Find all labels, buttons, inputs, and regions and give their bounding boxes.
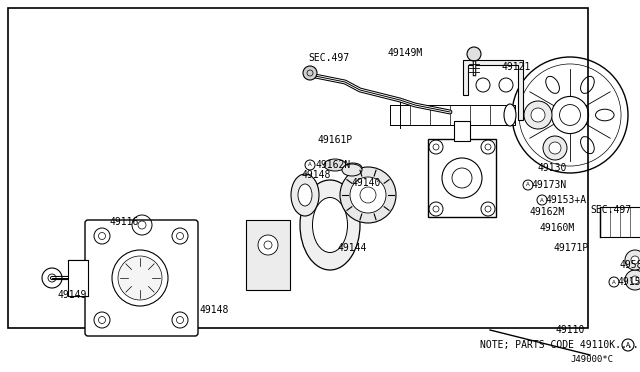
Text: 49161P: 49161P [318,135,353,145]
Bar [246,220,290,290]
Ellipse shape [344,163,362,173]
Circle shape [340,167,396,223]
Ellipse shape [312,198,348,253]
Bar [68,260,88,296]
Text: 49110: 49110 [555,325,584,335]
Text: 49171P: 49171P [553,243,588,253]
Text: A: A [526,183,530,187]
Text: SEC.497: SEC.497 [308,53,349,63]
Circle shape [118,256,162,300]
Text: 49153: 49153 [617,277,640,287]
Text: J49000*C: J49000*C [570,356,613,365]
Circle shape [625,250,640,270]
Polygon shape [463,60,523,120]
Circle shape [467,47,481,61]
Text: A: A [308,163,312,167]
FancyBboxPatch shape [85,220,198,336]
Text: SEC.497: SEC.497 [590,205,631,215]
Circle shape [631,276,639,284]
Text: 49116: 49116 [110,217,140,227]
Ellipse shape [291,174,319,216]
Text: A: A [540,198,544,202]
Text: NOTE; PARTS CODE 49110K........: NOTE; PARTS CODE 49110K........ [480,340,640,350]
Bar [454,121,470,141]
Text: 49162N: 49162N [315,160,350,170]
Text: 49148: 49148 [302,170,332,180]
Bar [600,207,640,237]
Circle shape [524,101,552,129]
Ellipse shape [504,104,516,126]
Text: 49149M: 49149M [388,48,423,58]
Text: 49121: 49121 [502,62,531,72]
Bar [390,105,515,125]
Text: 49153+A: 49153+A [545,195,586,205]
Circle shape [303,66,317,80]
Text: 49587: 49587 [620,260,640,270]
Circle shape [350,177,386,213]
Circle shape [625,270,640,290]
Text: A: A [626,342,630,348]
Text: 49173N: 49173N [532,180,567,190]
Circle shape [631,256,639,264]
Text: 49149: 49149 [58,290,88,300]
Circle shape [258,235,278,255]
Bar [428,139,496,217]
Text: 49144: 49144 [338,243,367,253]
Bar [8,8,588,328]
Circle shape [531,108,545,122]
Ellipse shape [342,164,362,176]
Text: 49130: 49130 [538,163,568,173]
Text: A: A [612,279,616,285]
Ellipse shape [300,180,360,270]
Text: 49162M: 49162M [530,207,565,217]
Text: 49140: 49140 [352,178,381,188]
Text: 49148: 49148 [200,305,229,315]
Text: 49160M: 49160M [540,223,575,233]
Ellipse shape [298,184,312,206]
Circle shape [549,142,561,154]
Circle shape [543,136,567,160]
Ellipse shape [324,159,346,171]
